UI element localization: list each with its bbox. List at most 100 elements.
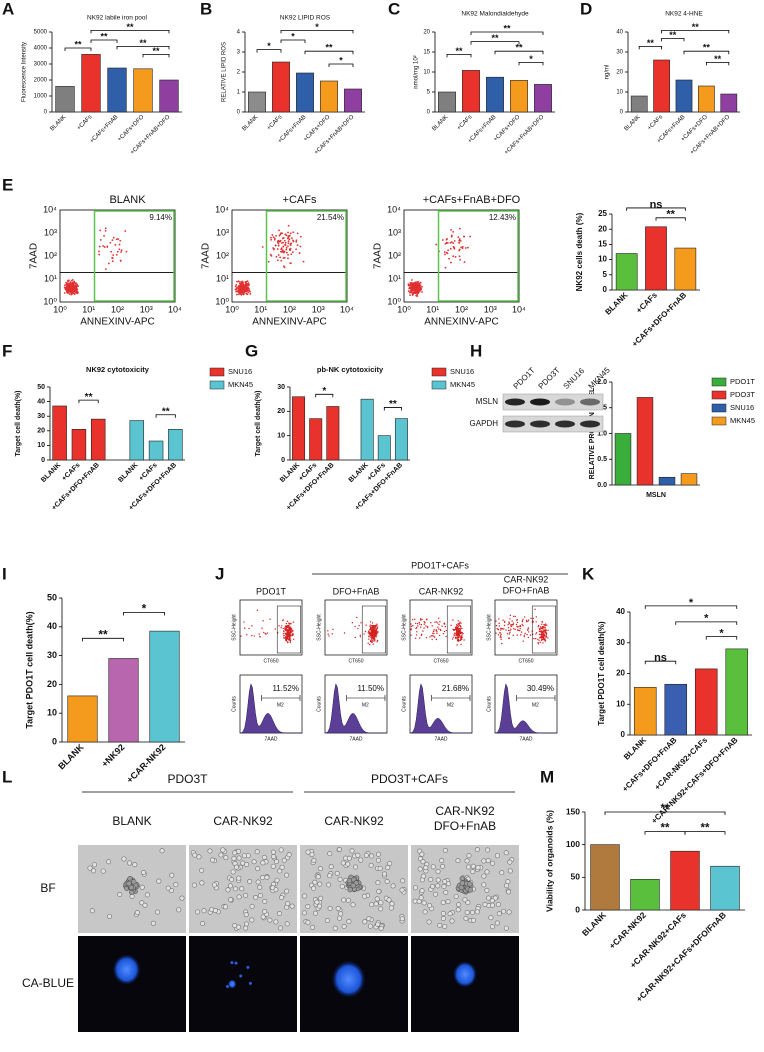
flow-dot	[376, 634, 378, 636]
legend-label: SNU16	[228, 367, 252, 376]
flow-dot	[413, 283, 415, 286]
bf-cell	[435, 868, 441, 874]
y-tick-label: 40	[47, 621, 57, 631]
panel-letter: K	[582, 564, 595, 583]
bar	[159, 79, 179, 113]
bf-cell	[418, 895, 424, 901]
flow-dot	[495, 632, 497, 634]
flow-dot	[71, 278, 74, 281]
bf-cell	[212, 908, 218, 914]
bf-cell	[385, 864, 391, 870]
flow-dot	[518, 625, 520, 628]
bf-cell	[507, 868, 513, 874]
flow-gate-marker	[431, 695, 471, 701]
bf-cell	[154, 909, 160, 915]
flow-dot	[510, 625, 513, 627]
flow-dot	[115, 254, 118, 256]
flow-dot	[111, 256, 113, 259]
y-axis-label: ng/ml	[605, 65, 611, 80]
sig-bracket	[494, 50, 544, 55]
y-tick-label: 25	[598, 209, 607, 218]
flow-dot	[98, 245, 101, 248]
bf-cell	[195, 909, 201, 915]
bf-cell	[207, 848, 213, 854]
flow-dot	[364, 630, 367, 633]
y-tick-label: 30	[277, 384, 285, 391]
bf-cell	[277, 925, 283, 931]
flow-dot	[408, 287, 411, 290]
flow-dot	[544, 623, 547, 625]
flow-dot	[277, 239, 280, 242]
fluor-speck	[246, 965, 250, 969]
y-tick-label: 30	[37, 413, 45, 420]
bf-cell	[243, 892, 249, 898]
y-axis-label: Fluorescence Intensity	[22, 42, 28, 102]
bf-cell	[369, 902, 375, 908]
flow-dot	[116, 250, 119, 253]
flow-dot	[236, 280, 238, 283]
flow-dot	[416, 281, 419, 284]
flow-dot	[70, 291, 73, 294]
sig-bracket	[644, 660, 677, 665]
bf-cell	[337, 915, 343, 921]
flow-dot	[463, 235, 465, 238]
bf-cell	[327, 851, 333, 857]
flow-dot	[505, 629, 507, 631]
bf-cell	[260, 875, 266, 881]
sig-label: **	[701, 823, 710, 835]
flow-x-label: CT650	[518, 658, 533, 664]
bf-cell	[355, 852, 361, 858]
flow-dot	[445, 635, 447, 638]
flow-dot	[372, 640, 375, 642]
flow-dot	[262, 620, 264, 622]
fluor-blob	[112, 954, 141, 985]
flow-dot	[372, 631, 374, 633]
flow-dot	[288, 238, 291, 241]
bf-cell	[345, 897, 351, 903]
flow-dot	[63, 284, 66, 287]
flow-dot	[411, 285, 414, 288]
flow-frame	[59, 209, 176, 303]
sig-bracket	[90, 30, 170, 34]
flow-dot	[545, 636, 547, 638]
flow-x-tick: 10⁴	[512, 304, 526, 314]
bf-cell	[107, 913, 113, 919]
flow-dot	[256, 609, 259, 611]
flow-dot	[461, 627, 463, 630]
flow-dot	[103, 235, 105, 237]
flow-dot	[422, 630, 424, 632]
bar	[720, 93, 738, 113]
bf-organoid	[128, 884, 134, 891]
flow-dot	[369, 621, 372, 623]
flow-dot	[519, 627, 521, 630]
flow-dot	[544, 639, 547, 642]
flow-x-tick: 10³	[484, 304, 497, 314]
flow-dot	[537, 626, 540, 628]
flow-dot	[539, 641, 541, 644]
group-label: PDO3T+CAFs	[371, 772, 448, 786]
flow-dot	[65, 281, 67, 284]
bf-cell	[139, 900, 145, 906]
flow-dot	[284, 632, 286, 635]
panel-letter: M	[540, 767, 554, 786]
sig-bracket	[684, 831, 726, 835]
flow-dot	[418, 623, 421, 625]
bf-cell	[376, 888, 382, 894]
bar	[486, 76, 504, 113]
flow-dot	[460, 632, 463, 634]
flow-dot	[410, 629, 412, 631]
flow-dot	[282, 619, 285, 621]
flow-dot	[527, 620, 529, 622]
flow-x-tick: 10⁰	[225, 304, 239, 314]
bf-cell	[279, 864, 285, 870]
panel-letter: H	[470, 341, 482, 360]
flow-dot	[437, 622, 439, 624]
flow-dot	[372, 625, 374, 628]
flow-dot	[532, 621, 534, 624]
bf-cell	[229, 877, 235, 883]
flow-dot	[457, 630, 459, 633]
flow-dot	[508, 633, 510, 635]
flow-dot	[452, 231, 455, 233]
fluor-image	[78, 936, 186, 1032]
flow-dot	[450, 241, 453, 244]
